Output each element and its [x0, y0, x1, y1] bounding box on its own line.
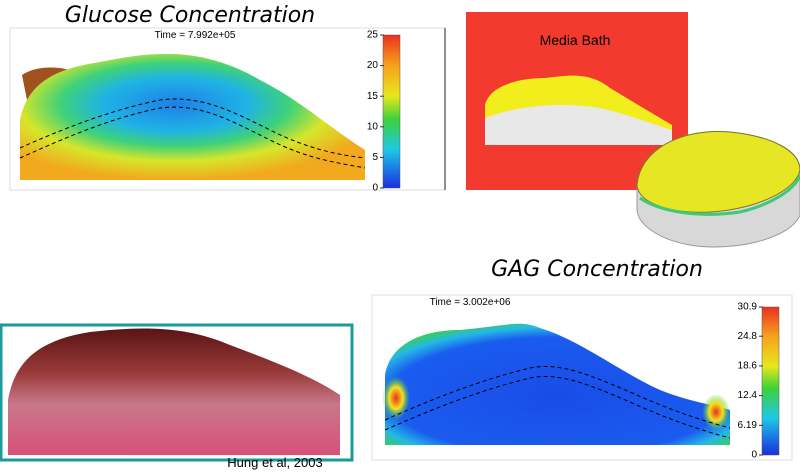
tick-label: 20: [367, 60, 379, 71]
tick-label: 30.9: [738, 302, 758, 313]
tick-label: 0: [372, 183, 378, 194]
hot-spot: [702, 394, 730, 430]
mesh-band: [639, 174, 800, 216]
tissue-photo: [8, 328, 340, 455]
glucose-field: [20, 53, 365, 181]
tick-label: 5: [372, 152, 378, 163]
hot-spot: [382, 376, 410, 420]
dashed-boundary: [19, 98, 366, 159]
panel-title: Glucose Concentration: [65, 3, 315, 28]
tick-label: 6.19: [738, 420, 758, 431]
panel-title: GAG Concentration: [491, 257, 703, 282]
time-label: Time = 7.992e+05: [155, 30, 236, 41]
dashed-boundary: [384, 366, 731, 429]
tick-label: 12.4: [738, 390, 758, 401]
colorbar: [382, 34, 401, 189]
time-label: Time = 3.002e+06: [430, 297, 511, 308]
caption: Hung et al, 2003: [227, 455, 322, 470]
tick-label: 10: [367, 121, 379, 132]
dashed-boundary: [384, 376, 731, 439]
photo-frame: [0, 323, 354, 462]
dashed-boundary: [19, 106, 366, 169]
domain-base: [485, 105, 672, 145]
colorbar: [761, 306, 780, 456]
gag-field: [385, 323, 730, 445]
panel-frame: [371, 294, 793, 461]
tick-label: 18.6: [738, 361, 758, 372]
tick-label: 15: [367, 91, 379, 102]
tick-label: 25: [367, 30, 379, 41]
colorbar-ticks: 30.9 24.8 18.6 12.4 6.19 0: [738, 302, 763, 461]
colorbar-ticks: 25 20 15 10 5 0: [367, 30, 384, 194]
tick-label: 24.8: [738, 331, 758, 342]
media-label: Media Bath: [540, 32, 611, 48]
tick-label: 0: [751, 450, 757, 461]
